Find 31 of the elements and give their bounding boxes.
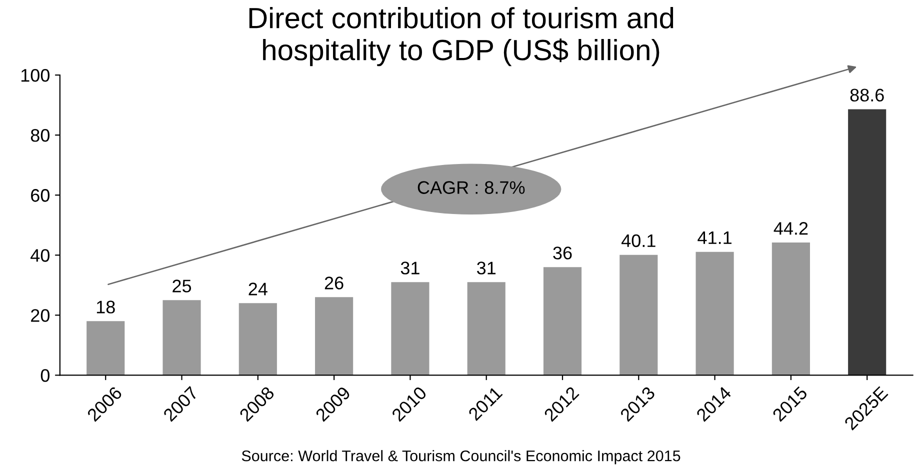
bar xyxy=(696,252,734,376)
y-tick-label: 60 xyxy=(31,189,50,202)
bar xyxy=(162,300,201,376)
bar xyxy=(467,282,506,376)
data-label: 31 xyxy=(477,262,496,274)
bar xyxy=(86,321,125,376)
y-tick-label: 0 xyxy=(40,369,50,382)
annotation: CAGR : 8.7% xyxy=(418,181,525,194)
y-tick-label: 80 xyxy=(30,129,50,142)
bar xyxy=(391,282,430,376)
source-note: Source: World Travel & Tourism Council's Economic Impact 2015 xyxy=(242,450,680,464)
bar xyxy=(315,297,354,376)
chart-title: Direct contribution of tourism and hospitality to GDP (US$ billion) xyxy=(249,7,674,66)
y-tick-label: 100 xyxy=(21,68,50,82)
data-label: 40.1 xyxy=(621,234,656,248)
data-label: 26 xyxy=(324,276,344,290)
data-label: 41.1 xyxy=(698,232,732,244)
data-label: 88.6 xyxy=(850,88,884,102)
bar xyxy=(620,254,658,376)
bar xyxy=(543,267,582,376)
data-label: 25 xyxy=(172,280,192,292)
data-label: 36 xyxy=(553,246,572,260)
y-tick-label: 40 xyxy=(30,249,50,262)
bar xyxy=(238,303,277,376)
bar xyxy=(772,242,810,376)
data-label: 31 xyxy=(400,262,420,274)
y-tick-label: 20 xyxy=(31,309,50,322)
data-label: 18 xyxy=(96,300,115,314)
bar xyxy=(848,109,886,376)
data-label: 44.2 xyxy=(774,222,808,235)
data-label: 24 xyxy=(248,282,268,296)
